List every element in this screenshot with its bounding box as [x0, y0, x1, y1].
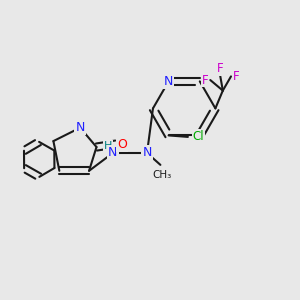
- Text: N: N: [108, 146, 118, 160]
- Text: O: O: [117, 138, 127, 151]
- Text: F: F: [202, 74, 208, 86]
- Text: N: N: [76, 121, 85, 134]
- Text: N: N: [164, 75, 173, 88]
- Text: F: F: [233, 70, 240, 83]
- Text: N: N: [142, 146, 152, 160]
- Text: H: H: [104, 140, 112, 151]
- Text: CH₃: CH₃: [152, 170, 172, 180]
- Text: Cl: Cl: [193, 130, 204, 143]
- Text: F: F: [217, 62, 223, 75]
